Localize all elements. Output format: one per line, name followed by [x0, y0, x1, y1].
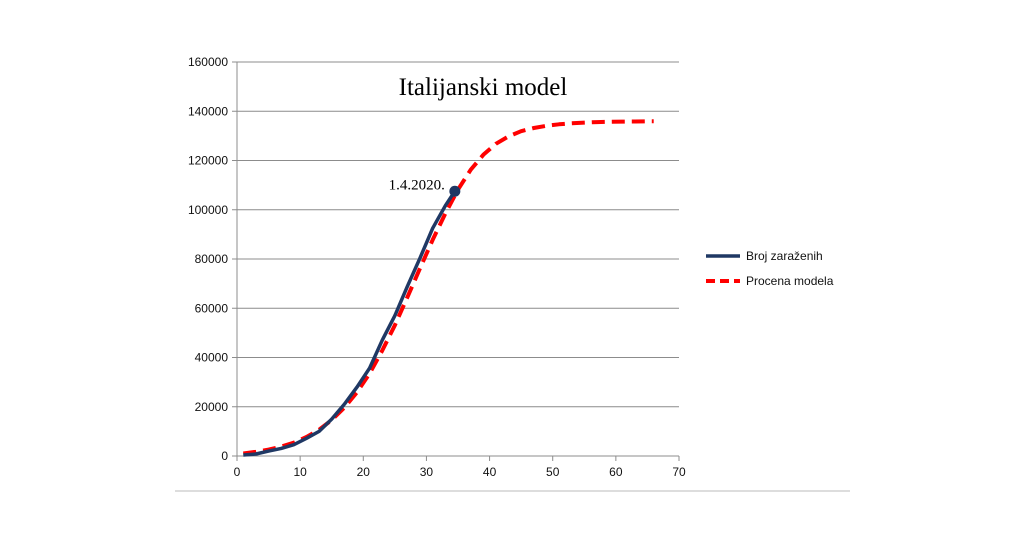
series-line-model [243, 119, 654, 456]
x-tick-label: 0 [234, 465, 241, 479]
x-tick-label: 40 [483, 465, 497, 479]
y-tick-label: 120000 [188, 154, 228, 168]
y-tick-label: 160000 [188, 55, 228, 69]
annotation-marker [449, 185, 461, 197]
x-tick-label: 20 [357, 465, 371, 479]
x-tick-label: 60 [609, 465, 623, 479]
series [243, 119, 654, 457]
x-tick-label: 70 [672, 465, 686, 479]
y-tick-label: 20000 [195, 400, 229, 414]
y-tick-label: 40000 [195, 351, 229, 365]
y-tick-label: 100000 [188, 203, 228, 217]
chart-title: Italijanski model [399, 74, 568, 101]
x-tick-labels: 0 10 20 30 40 50 60 70 [234, 465, 686, 479]
legend-label: Procena modela [746, 274, 834, 288]
y-tick-label: 80000 [195, 252, 229, 266]
y-tick-labels: 0 20000 40000 60000 80000 100000 120000 140000 1… [188, 55, 228, 463]
x-tick-label: 10 [293, 465, 307, 479]
axes [232, 61, 680, 461]
legend-label: Broj zaraženih [746, 249, 823, 263]
legend: Broj zaraženih Procena modela [706, 249, 834, 288]
grid-lines [237, 61, 679, 408]
annotations: 1.4.2020. [389, 177, 461, 197]
x-tick-label: 30 [420, 465, 434, 479]
y-tick-label: 140000 [188, 104, 228, 118]
y-tick-label: 60000 [195, 301, 229, 315]
annotation-label: 1.4.2020. [389, 177, 445, 193]
series-line-infected [243, 190, 457, 457]
x-tick-label: 50 [546, 465, 560, 479]
y-tick-label: 0 [221, 449, 228, 463]
